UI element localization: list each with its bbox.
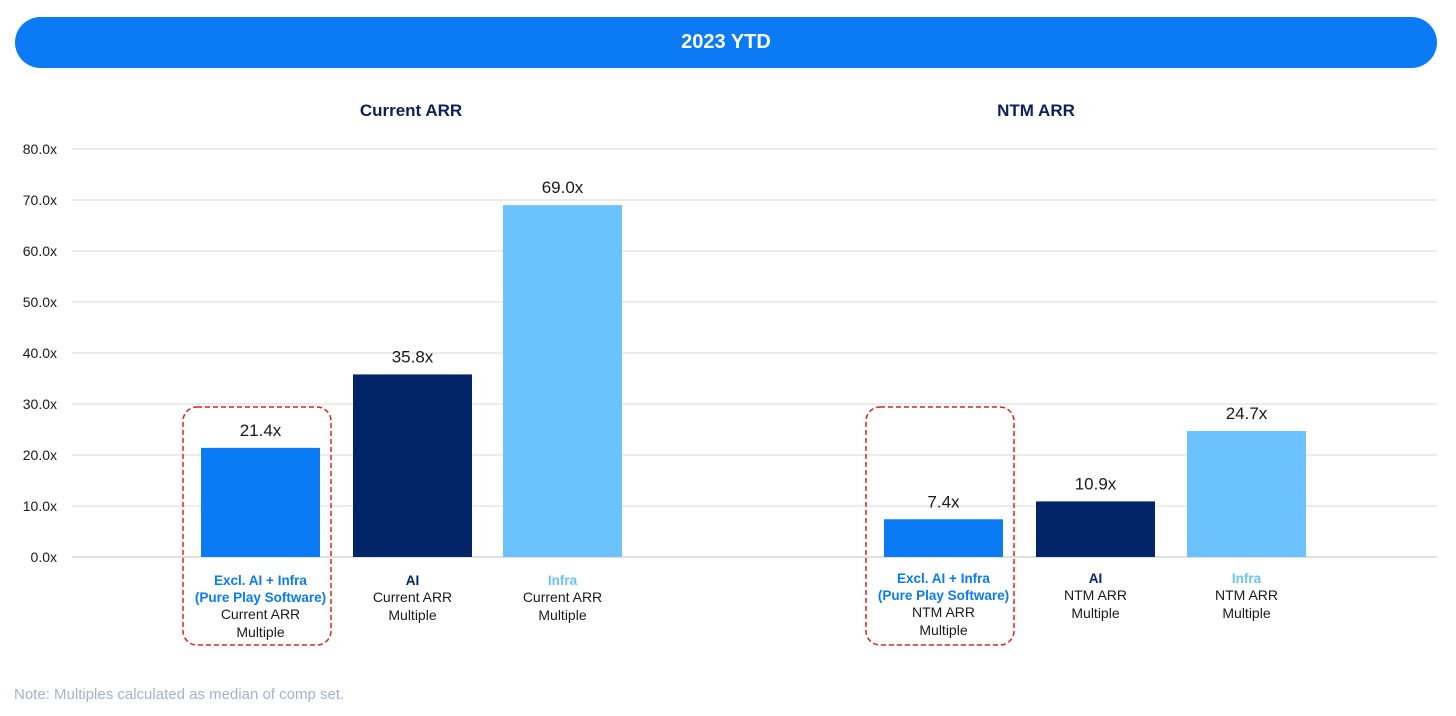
category-name: Infra — [1232, 571, 1262, 586]
data-label: 24.7x — [1226, 404, 1268, 423]
data-label: 35.8x — [392, 347, 434, 366]
category-sublabel: Current ARR — [523, 589, 602, 605]
category-sublabel: Multiple — [1222, 605, 1270, 621]
highlight-box — [865, 406, 1015, 646]
category-name: Excl. AI + Infra — [214, 573, 307, 588]
footnote: Note: Multiples calculated as median of … — [14, 686, 345, 703]
category-sublabel: Multiple — [919, 622, 967, 638]
category-name-line2: (Pure Play Software) — [195, 590, 326, 605]
y-tick-label: 30.0x — [23, 396, 57, 412]
y-tick-label: 80.0x — [23, 141, 57, 157]
y-tick-label: 60.0x — [23, 243, 57, 259]
category-sublabel: Multiple — [236, 624, 284, 640]
category-sublabel: Current ARR — [221, 606, 300, 622]
highlight-box — [182, 406, 332, 646]
data-label: 7.4x — [927, 492, 960, 511]
category-sublabel: Multiple — [1071, 605, 1119, 621]
category-sublabel: Multiple — [388, 607, 436, 623]
bar-excl — [201, 447, 320, 557]
category-sublabel: NTM ARR — [1064, 587, 1127, 603]
panel-title: NTM ARR — [997, 101, 1075, 120]
bar-ai — [1036, 501, 1155, 557]
banner-title: 2023 YTD — [15, 17, 1437, 68]
bar-ai — [353, 374, 472, 557]
bar-infra — [1187, 431, 1306, 557]
y-tick-label: 70.0x — [23, 192, 57, 208]
category-name: AI — [406, 573, 420, 588]
y-tick-label: 50.0x — [23, 294, 57, 310]
y-tick-label: 0.0x — [31, 549, 57, 565]
category-sublabel: NTM ARR — [1215, 587, 1278, 603]
category-name: AI — [1089, 571, 1103, 586]
y-tick-label: 20.0x — [23, 447, 57, 463]
panel-title: Current ARR — [360, 101, 462, 120]
category-sublabel: Multiple — [538, 607, 586, 623]
bar-excl — [884, 519, 1003, 557]
category-name-line2: (Pure Play Software) — [878, 588, 1009, 603]
data-label: 10.9x — [1075, 474, 1117, 493]
category-name: Excl. AI + Infra — [897, 571, 990, 586]
data-label: 21.4x — [240, 421, 282, 440]
y-tick-label: 10.0x — [23, 498, 57, 514]
data-label: 69.0x — [542, 178, 584, 197]
y-tick-label: 40.0x — [23, 345, 57, 361]
category-sublabel: NTM ARR — [912, 604, 975, 620]
category-name: Infra — [548, 573, 578, 588]
category-sublabel: Current ARR — [373, 589, 452, 605]
bar-infra — [503, 205, 622, 557]
